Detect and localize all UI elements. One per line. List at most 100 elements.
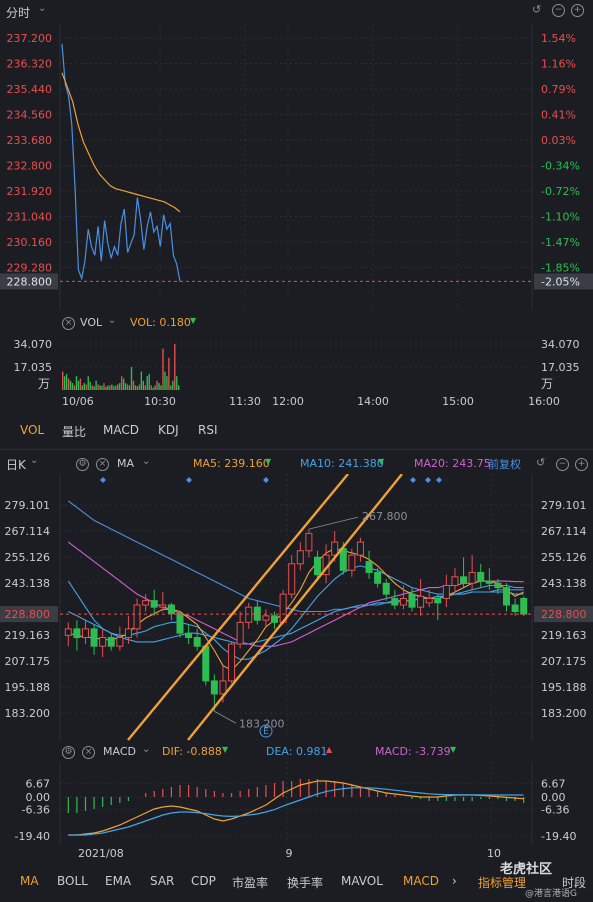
tab-7[interactable]: MAVOL: [341, 874, 383, 888]
vol-label[interactable]: VOL: [80, 316, 103, 329]
period-more-button[interactable]: 时段: [562, 876, 587, 890]
vol-bar: [142, 380, 144, 390]
candle-body: [288, 563, 296, 595]
reset-icon[interactable]: ↺: [532, 3, 542, 16]
adjust-button[interactable]: 前复权: [488, 458, 521, 471]
low-leader: [214, 710, 237, 724]
price-tick: 237.200: [7, 32, 53, 45]
tab-macd[interactable]: MACD: [103, 423, 139, 437]
candle-body: [228, 643, 236, 682]
intraday-price-axis: 237.200 236.320 235.440 234.560 233.680 232.8…: [7, 32, 53, 275]
time-label: 12:00: [272, 395, 304, 408]
candle-body: [417, 595, 425, 608]
chevron-down-icon[interactable]: ⌄: [142, 456, 151, 467]
vol-bar: [97, 384, 99, 390]
indicator-label[interactable]: MA: [117, 457, 135, 470]
channel-line-upper: [127, 474, 349, 741]
candle-body: [296, 550, 304, 565]
vol-bar: [63, 376, 66, 390]
vol-bar: [138, 384, 141, 390]
date-label: 2021/08: [78, 847, 124, 860]
zoom-out-icon[interactable]: −: [556, 458, 569, 471]
dif-value: DIF: -0.888: [162, 745, 222, 758]
vol-bar: [128, 385, 131, 390]
vol-bar: [174, 344, 176, 390]
candle-body: [511, 604, 519, 612]
indicator-manage-button[interactable]: 指标管理: [478, 876, 527, 890]
vol-bar: [152, 387, 154, 390]
tab-3[interactable]: SAR: [150, 874, 175, 888]
candle-body: [425, 597, 433, 604]
candle-body: [442, 584, 450, 599]
kline-chart[interactable]: 279.101 267.114 255.126 243.138 219.163 207.1…: [0, 474, 593, 742]
vol-bar: [146, 376, 148, 390]
vol-bar: [107, 385, 109, 390]
candle-body: [520, 597, 528, 615]
chevron-down-icon[interactable]: ⌄: [142, 744, 151, 755]
price-tick: 219.163: [5, 629, 51, 642]
candle-body: [485, 580, 493, 584]
reset-icon[interactable]: ↺: [536, 456, 546, 469]
kline-price-axis-right: 279.101 267.114 255.126 243.138 219.163 207.1…: [541, 499, 587, 720]
caret-down-icon[interactable]: ▼: [190, 316, 197, 325]
gear-icon[interactable]: ⚙: [76, 458, 89, 471]
macd-tick: -19.40: [541, 830, 576, 843]
time-axis: 10/06 10:30 11:30 12:00 14:00 15:00 16:00: [62, 395, 560, 408]
chevron-down-icon[interactable]: ⌄: [30, 455, 39, 466]
vol-bar: [124, 383, 127, 390]
dea-value: DEA: 0.981: [266, 745, 328, 758]
event-diamond: [436, 477, 442, 483]
chevron-right-icon[interactable]: ›: [452, 874, 457, 888]
dea-line: [68, 786, 524, 836]
tab-4[interactable]: CDP: [191, 874, 216, 888]
period-label[interactable]: 日K: [6, 458, 26, 472]
tab-量比[interactable]: 量比: [62, 425, 87, 439]
tab-0[interactable]: MA: [20, 874, 39, 888]
vol-bar: [160, 385, 162, 390]
high-label: 267.800: [362, 510, 408, 523]
zoom-in-icon[interactable]: +: [571, 4, 584, 17]
time-label: 15:00: [442, 395, 474, 408]
close-icon[interactable]: ×: [96, 458, 109, 471]
price-tick: 229.280: [7, 262, 53, 275]
tab-6[interactable]: 换手率: [287, 876, 324, 890]
tab-1[interactable]: BOLL: [57, 874, 88, 888]
macd-value: MACD: -3.739: [375, 745, 451, 758]
intraday-pct-axis: 1.54% 1.16% 0.79% 0.41% 0.03% -0.34% -0.72% -1.…: [541, 32, 580, 275]
candle-body: [107, 637, 115, 647]
price-tick: 255.126: [541, 551, 587, 564]
chevron-down-icon[interactable]: ⌄: [38, 3, 47, 14]
candle-body: [399, 597, 407, 606]
intraday-chart[interactable]: 237.200 236.320 235.440 234.560 233.680 232.8…: [0, 24, 593, 314]
tab-kdj[interactable]: KDJ: [158, 423, 179, 437]
zoom-out-icon[interactable]: −: [552, 4, 565, 17]
intraday-title[interactable]: 分时: [6, 6, 31, 20]
tab-rsi[interactable]: RSI: [198, 423, 218, 437]
price-tick: 183.200: [541, 707, 587, 720]
price-tick: 267.114: [541, 525, 587, 538]
intraday-indicator-tabs: VOL 量比 MACD KDJ RSI: [0, 419, 593, 445]
vol-bar: [71, 383, 74, 390]
macd-label[interactable]: MACD: [103, 745, 136, 758]
candle-body: [142, 600, 150, 606]
zoom-in-icon[interactable]: +: [575, 458, 588, 471]
close-icon[interactable]: ×: [82, 746, 95, 759]
vol-bar: [113, 386, 115, 390]
pct-tick: -1.10%: [541, 211, 580, 224]
close-icon[interactable]: ×: [62, 317, 75, 330]
tab-vol[interactable]: VOL: [20, 423, 45, 437]
macd-tick: 0.00: [541, 791, 566, 804]
vol-bar: [87, 376, 89, 390]
candle-body: [73, 628, 81, 639]
tab-8[interactable]: MACD: [403, 874, 439, 888]
gear-icon[interactable]: ⚙: [62, 746, 75, 759]
watermark-author: @港言港语G: [525, 889, 577, 899]
chevron-down-icon[interactable]: ⌄: [108, 315, 117, 326]
tab-2[interactable]: EMA: [105, 874, 132, 888]
price-tick: 236.320: [7, 58, 53, 71]
price-tick: 233.680: [7, 134, 53, 147]
event-diamond: [410, 477, 416, 483]
vol-bar: [140, 371, 143, 390]
vol-value: VOL: 0.180: [130, 316, 191, 329]
tab-5[interactable]: 市盈率: [232, 876, 269, 890]
